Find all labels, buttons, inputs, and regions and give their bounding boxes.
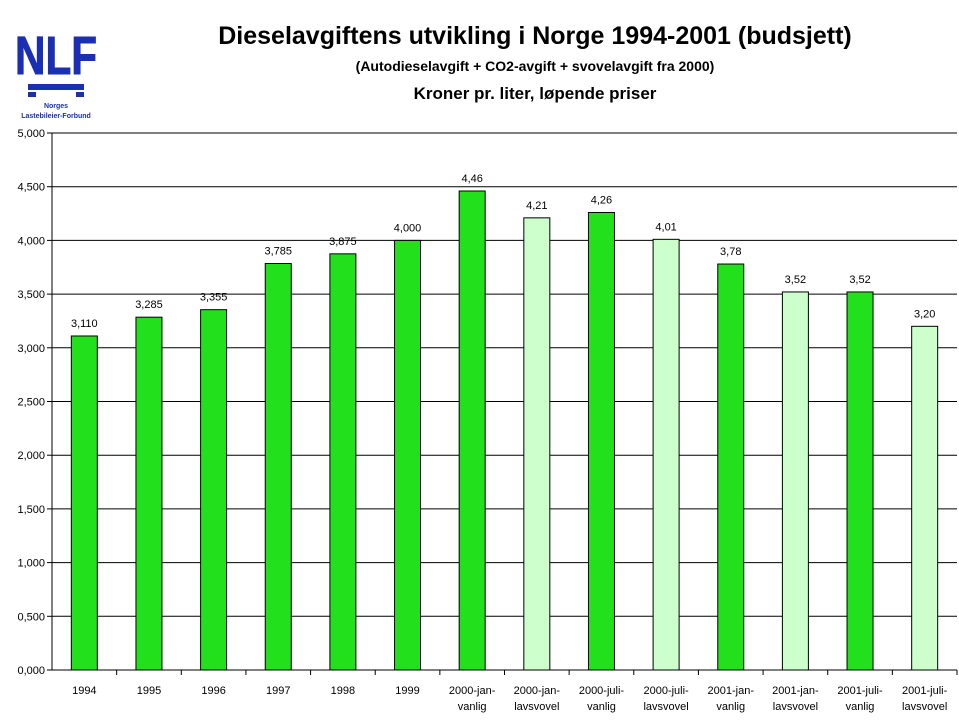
data-label: 3,78 [720, 246, 741, 258]
data-label: 4,46 [461, 173, 482, 185]
bar [394, 239, 422, 671]
x-tick-label: 1999 [395, 685, 419, 697]
data-label: 3,785 [264, 245, 292, 257]
data-label: 4,01 [655, 221, 676, 233]
bar [329, 253, 357, 671]
data-label: 4,000 [394, 222, 422, 234]
logo-bar [28, 84, 84, 90]
logo-subtitle-line1: Norges [44, 103, 68, 110]
bar [70, 335, 98, 671]
y-tick-label: 2,500 [17, 397, 45, 409]
bar [135, 316, 163, 671]
data-label: 4,26 [591, 194, 612, 206]
x-tick-label: 1998 [331, 685, 355, 697]
logo-bar-dot-right [76, 92, 84, 97]
logo-subtitle-line2: Lastebileier-Forbund [21, 113, 91, 120]
bar [717, 263, 745, 671]
data-label: 3,875 [329, 236, 357, 248]
y-tick-label: 0,500 [17, 611, 45, 623]
chart-unit-label: Kroner pr. liter, løpende priser [413, 84, 657, 103]
x-tick-label: 2001-juli- [837, 685, 883, 697]
x-tick-label-line2: vanlig [716, 701, 745, 713]
y-tick-label: 3,500 [17, 289, 45, 301]
bar [523, 217, 551, 671]
data-label: 3,20 [914, 308, 935, 320]
y-tick-label: 0,000 [17, 665, 45, 677]
y-tick-label: 3,000 [17, 343, 45, 355]
bar [458, 190, 486, 671]
logo-text: NLF [15, 26, 97, 86]
bar [652, 238, 680, 671]
chart-title: Dieselavgiftens utvikling i Norge 1994-2… [218, 22, 852, 50]
y-tick-label: 1,000 [17, 558, 45, 570]
x-tick-label: 1996 [201, 685, 225, 697]
x-tick-label: 2001-jan- [708, 685, 755, 697]
bar [200, 309, 228, 671]
x-tick-label-line2: lavsvovel [643, 701, 688, 713]
y-tick-label: 5,000 [17, 128, 45, 140]
data-label: 3,110 [71, 318, 98, 330]
x-tick-label: 1994 [72, 685, 96, 697]
y-tick-label: 1,500 [17, 504, 45, 516]
y-tick-label: 2,000 [17, 450, 45, 462]
bar [587, 211, 615, 671]
x-tick-label-line2: vanlig [587, 701, 616, 713]
nlf-logo: NLF Norges Lastebileier-Forbund [15, 26, 98, 121]
bar [781, 291, 809, 671]
x-tick-label: 2001-jan- [772, 685, 819, 697]
x-tick-label: 2000-jan- [514, 685, 561, 697]
data-label: 4,21 [526, 200, 547, 212]
x-tick-label-line2: vanlig [846, 701, 875, 713]
y-tick-label: 4,000 [17, 235, 45, 247]
data-label: 3,52 [849, 274, 870, 286]
y-tick-label: 4,500 [17, 182, 45, 194]
x-tick-label-line2: lavsvovel [902, 701, 947, 713]
data-label: 3,355 [200, 292, 228, 304]
x-tick-label-line2: lavsvovel [773, 701, 818, 713]
x-tick-label-line2: vanlig [458, 701, 487, 713]
bar [264, 262, 292, 671]
x-tick-label: 2000-juli- [579, 685, 625, 697]
x-tick-label: 1997 [266, 685, 290, 697]
x-tick-label: 2000-juli- [643, 685, 689, 697]
data-label: 3,52 [785, 274, 806, 286]
x-tick-label-line2: lavsvovel [514, 701, 559, 713]
logo-bar-dot-left [28, 92, 36, 97]
bar [846, 291, 874, 671]
chart-subtitle: (Autodieselavgift + CO2-avgift + svovela… [355, 58, 715, 74]
x-tick-label: 2000-jan- [449, 685, 496, 697]
data-label: 3,285 [135, 299, 163, 311]
x-tick-label: 1995 [137, 685, 161, 697]
x-tick-label: 2001-juli- [902, 685, 948, 697]
bar [911, 325, 939, 671]
